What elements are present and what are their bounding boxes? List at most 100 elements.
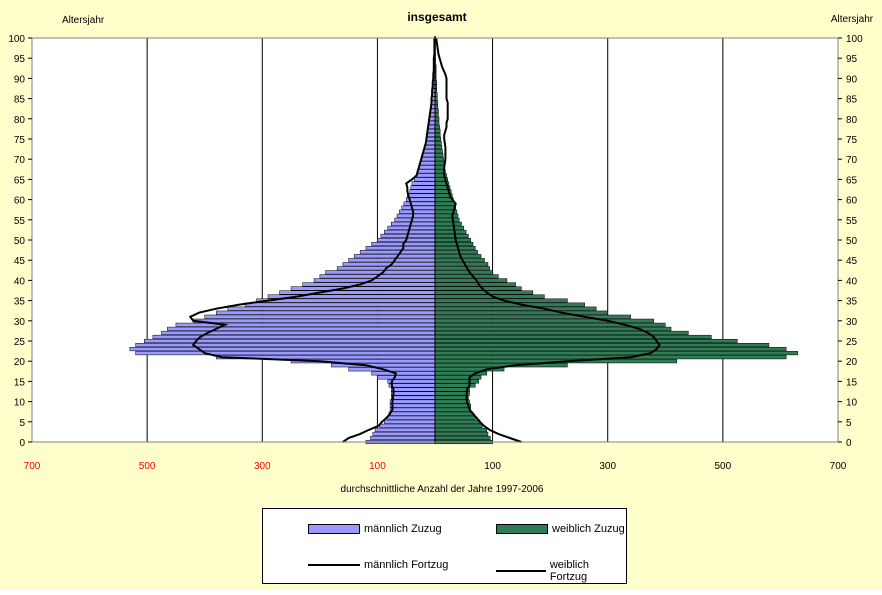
bar-female-inflow: [434, 149, 443, 154]
bar-male-inflow: [192, 318, 436, 323]
x-tick-label: 300: [254, 461, 271, 472]
bar-female-inflow: [434, 266, 490, 271]
bar-male-inflow: [244, 302, 436, 307]
bar-male-inflow: [411, 181, 436, 186]
y-tick-label-left: 45: [14, 256, 26, 267]
bar-female-inflow: [434, 282, 516, 287]
y-tick-label-right: 20: [846, 357, 858, 368]
bar-female-inflow: [434, 132, 441, 137]
bar-male-inflow: [426, 136, 436, 142]
bar-female-inflow: [434, 242, 474, 247]
y-tick-label-left: 35: [14, 297, 26, 308]
legend-swatch-female-outflow: [496, 570, 546, 572]
bar-male-inflow: [389, 407, 436, 412]
y-tick-label-left: 10: [14, 398, 26, 409]
bar-male-inflow: [407, 193, 436, 198]
x-tick-label: 500: [139, 461, 156, 472]
bar-female-inflow: [434, 108, 439, 113]
y-tick-label-left: 95: [14, 54, 26, 65]
bar-female-inflow: [434, 391, 470, 396]
bar-male-inflow: [423, 149, 436, 154]
bar-female-inflow: [434, 246, 476, 251]
legend: männlich Zuzug weiblich Zuzug männlich F…: [262, 508, 627, 584]
bar-female-inflow: [434, 116, 440, 121]
bar-male-inflow: [279, 290, 436, 295]
bar-male-inflow: [204, 314, 436, 319]
bar-female-inflow: [434, 274, 499, 279]
bar-male-inflow: [348, 367, 436, 372]
bar-male-inflow: [348, 258, 436, 263]
bar-female-inflow: [434, 112, 439, 117]
y-tick-label-right: 100: [846, 34, 863, 45]
y-tick-label-left: 5: [19, 418, 25, 429]
bar-male-inflow: [414, 177, 436, 182]
legend-swatch-female-inflow: [496, 524, 548, 534]
bar-female-inflow: [434, 435, 491, 440]
bar-female-inflow: [434, 318, 655, 323]
bar-male-inflow: [420, 157, 436, 162]
bar-female-inflow: [434, 407, 471, 412]
y-tick-label-left: 85: [14, 95, 26, 106]
bar-male-inflow: [144, 338, 436, 344]
legend-label: weiblich Fortzug: [549, 559, 589, 583]
bar-male-inflow: [424, 145, 436, 150]
bar-female-inflow: [434, 141, 442, 146]
bar-female-inflow: [434, 225, 465, 230]
y-tick-label-left: 55: [14, 216, 26, 227]
bar-male-inflow: [426, 132, 436, 137]
y-tick-label-left: 30: [14, 317, 26, 328]
y-tick-label-left: 50: [14, 236, 26, 247]
bar-male-inflow: [152, 334, 436, 339]
y-tick-label-right: 5: [846, 418, 852, 429]
bar-male-inflow: [387, 415, 436, 420]
y-tick-label-right: 50: [846, 236, 858, 247]
bar-female-inflow: [434, 306, 597, 311]
y-tick-label-left: 60: [14, 196, 26, 207]
bar-female-inflow: [434, 314, 631, 319]
bar-female-inflow: [434, 419, 481, 424]
bar-female-inflow: [434, 395, 469, 400]
y-tick-label-left: 25: [14, 337, 26, 348]
bar-male-inflow: [161, 330, 436, 335]
bar-female-inflow: [434, 302, 585, 307]
bar-female-inflow: [434, 153, 444, 158]
bar-female-inflow: [434, 347, 787, 352]
bar-male-inflow: [290, 286, 436, 291]
bar-male-inflow: [384, 419, 436, 424]
y-tick-label-right: 10: [846, 398, 858, 409]
bar-male-inflow: [227, 306, 436, 311]
y-axis-label-right: Altersjahr: [831, 14, 874, 25]
y-tick-label-left: 15: [14, 377, 26, 388]
legend-label: männlich Fortzug: [364, 559, 449, 571]
bar-female-inflow: [434, 237, 471, 243]
bar-female-inflow: [434, 229, 467, 234]
y-tick-label-left: 0: [19, 438, 25, 449]
bar-male-inflow: [387, 379, 436, 384]
bar-female-inflow: [434, 254, 482, 259]
bar-male-inflow: [390, 387, 436, 392]
y-tick-label-right: 90: [846, 74, 858, 85]
bar-female-inflow: [434, 399, 470, 404]
bar-male-inflow: [379, 423, 436, 428]
x-tick-label: 700: [24, 461, 41, 472]
y-tick-label-left: 100: [8, 34, 25, 45]
chart-title: insgesamt: [407, 10, 466, 24]
bar-male-inflow: [409, 189, 436, 194]
bar-female-inflow: [434, 233, 469, 238]
bar-male-inflow: [416, 173, 436, 178]
bar-male-inflow: [417, 169, 436, 174]
bar-female-inflow: [434, 379, 480, 384]
y-tick-label-left: 80: [14, 115, 26, 126]
bar-male-inflow: [215, 310, 436, 315]
y-axis-label-left: Altersjahr: [62, 15, 105, 26]
bar-female-inflow: [434, 157, 444, 162]
bar-male-inflow: [390, 391, 436, 396]
bar-female-inflow: [434, 221, 462, 226]
bar-female-inflow: [434, 258, 485, 263]
bar-male-inflow: [394, 217, 436, 222]
bar-male-inflow: [129, 347, 436, 352]
x-tick-label: 700: [830, 461, 847, 472]
bar-female-inflow: [434, 128, 441, 133]
